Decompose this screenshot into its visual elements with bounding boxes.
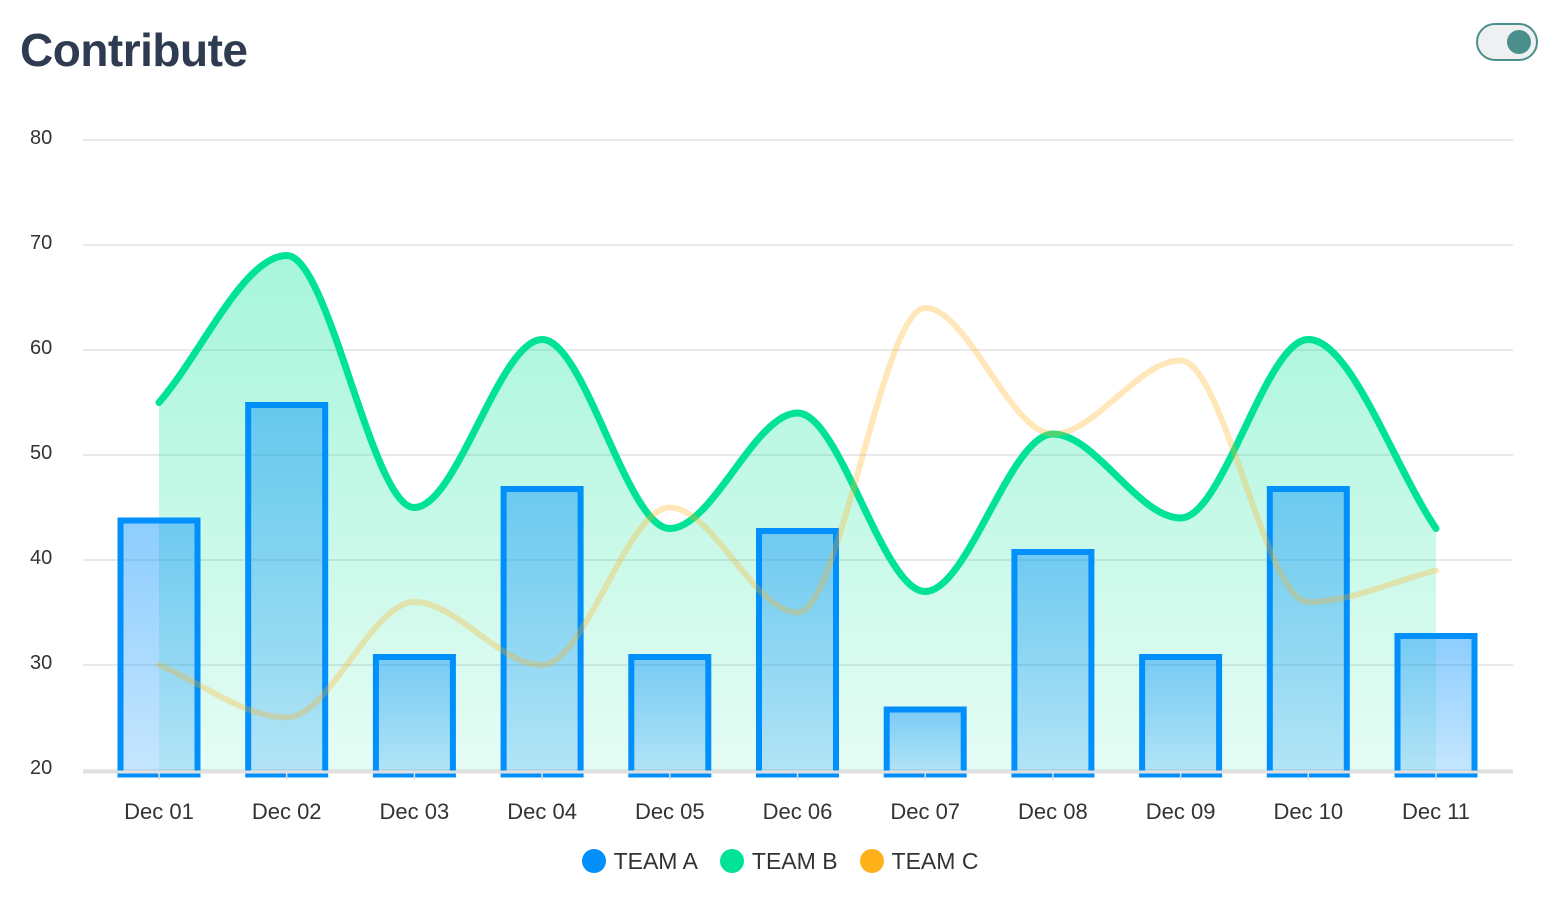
y-tick-label: 40 bbox=[30, 547, 52, 569]
team-a-bar bbox=[883, 706, 967, 778]
team-a-bar bbox=[117, 517, 201, 778]
legend-item-team-a[interactable]: TEAM A bbox=[581, 847, 698, 875]
legend-label-team-a: TEAM A bbox=[613, 847, 698, 874]
y-tick-label: 20 bbox=[30, 757, 52, 779]
team-b-series bbox=[155, 251, 1440, 770]
y-tick-label: 80 bbox=[30, 127, 52, 149]
y-tick-label: 60 bbox=[30, 337, 52, 359]
team-a-bar bbox=[245, 402, 329, 778]
x-tick-label: Dec 10 bbox=[1273, 799, 1343, 824]
chart-toggle-switch[interactable] bbox=[1476, 23, 1538, 61]
legend-marker-team-c bbox=[859, 849, 884, 873]
toggle-knob bbox=[1507, 30, 1531, 54]
chart-legend: TEAM A TEAM B TEAM C bbox=[0, 845, 1560, 877]
legend-label-team-b: TEAM B bbox=[751, 847, 838, 874]
y-tick-label: 50 bbox=[30, 442, 52, 464]
legend-marker-team-a bbox=[581, 849, 606, 873]
x-tick-label: Dec 02 bbox=[252, 799, 322, 824]
x-tick-label: Dec 09 bbox=[1146, 799, 1216, 824]
y-tick-label: 30 bbox=[30, 652, 52, 674]
team-c-line bbox=[156, 304, 1439, 721]
team-a-bar bbox=[500, 486, 584, 778]
y-tick-label: 70 bbox=[30, 232, 52, 254]
legend-label-team-c: TEAM C bbox=[891, 847, 979, 874]
team-a-bar bbox=[1011, 549, 1095, 778]
x-axis: Dec 01 Dec 02 Dec 03 Dec 04 Dec 05 Dec 06 Dec … bbox=[83, 770, 1513, 824]
legend-item-team-c[interactable]: TEAM C bbox=[859, 847, 979, 875]
y-axis: 20 30 40 50 60 70 80 bbox=[30, 127, 52, 779]
x-tick-label: Dec 07 bbox=[890, 799, 960, 824]
x-tick-label: Dec 04 bbox=[507, 799, 577, 824]
team-c-series bbox=[156, 304, 1439, 721]
x-tick-label: Dec 01 bbox=[124, 799, 194, 824]
x-tick-label: Dec 11 bbox=[1402, 799, 1470, 824]
legend-item-team-b[interactable]: TEAM B bbox=[719, 847, 838, 875]
team-b-area-fill bbox=[159, 255, 1436, 770]
legend-marker-team-b bbox=[719, 849, 744, 873]
x-tick-label: Dec 03 bbox=[380, 799, 450, 824]
team-b-line bbox=[155, 251, 1440, 596]
team-a-series bbox=[117, 402, 1478, 778]
x-tick-label: Dec 06 bbox=[763, 799, 833, 824]
x-tick-label: Dec 05 bbox=[635, 799, 705, 824]
team-a-bar bbox=[628, 654, 712, 778]
x-tick-label: Dec 08 bbox=[1018, 799, 1088, 824]
team-a-bar bbox=[1394, 633, 1478, 778]
team-a-bar bbox=[756, 528, 839, 778]
team-a-bar bbox=[372, 654, 456, 778]
team-a-bar bbox=[1139, 654, 1223, 778]
team-a-bar bbox=[1266, 486, 1350, 778]
card-title: Contribute bbox=[20, 24, 248, 76]
